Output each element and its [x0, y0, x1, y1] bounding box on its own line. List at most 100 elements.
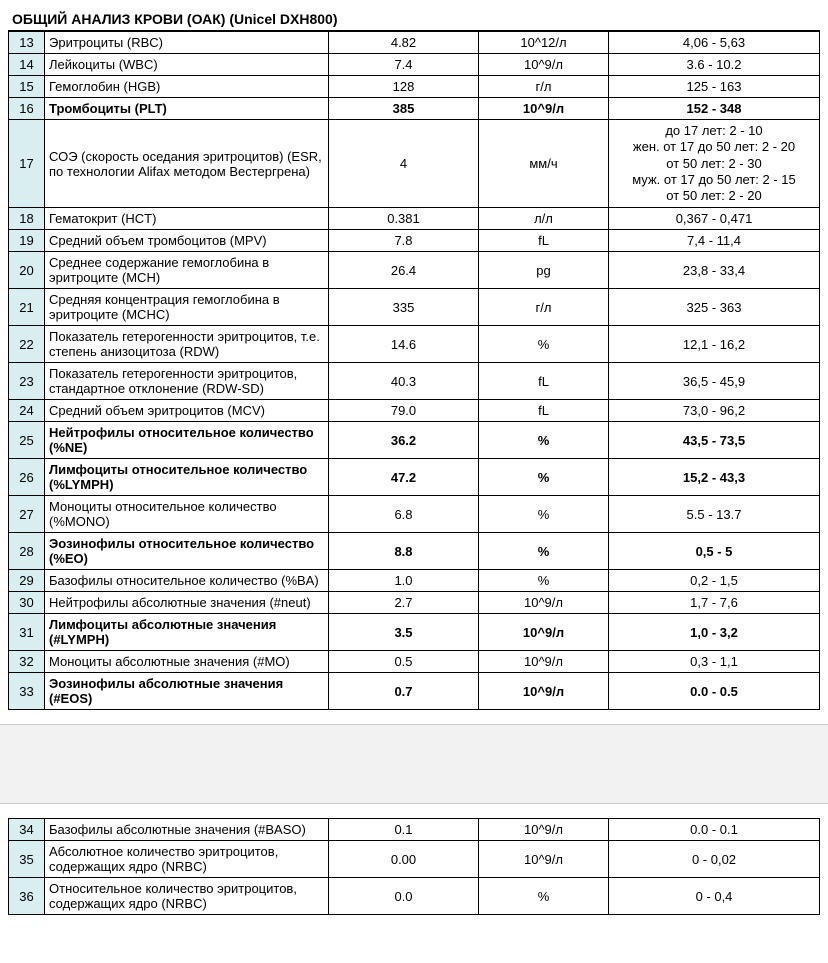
- parameter-name: Эритроциты (RBC): [45, 32, 329, 54]
- parameter-unit: fL: [479, 363, 609, 400]
- reference-range: 0,3 - 1,1: [609, 651, 820, 673]
- parameter-unit: pg: [479, 252, 609, 289]
- parameter-name: Лимфоциты относительное количество (%LYM…: [45, 459, 329, 496]
- table-row: 16Тромбоциты (PLT)38510^9/л152 - 348: [9, 98, 820, 120]
- reference-range: 325 - 363: [609, 289, 820, 326]
- row-number: 16: [9, 98, 45, 120]
- reference-range: 0,367 - 0,471: [609, 208, 820, 230]
- parameter-name: Базофилы абсолютные значения (#BASO): [45, 819, 329, 841]
- parameter-name: Гемоглобин (HGB): [45, 76, 329, 98]
- row-number: 20: [9, 252, 45, 289]
- parameter-value: 7.4: [329, 54, 479, 76]
- parameter-value: 0.1: [329, 819, 479, 841]
- parameter-unit: г/л: [479, 289, 609, 326]
- parameter-name: Показатель гетерогенности эритроцитов, т…: [45, 326, 329, 363]
- parameter-value: 385: [329, 98, 479, 120]
- table-row: 22Показатель гетерогенности эритроцитов,…: [9, 326, 820, 363]
- parameter-unit: %: [479, 533, 609, 570]
- parameter-unit: 10^9/л: [479, 841, 609, 878]
- parameter-value: 0.5: [329, 651, 479, 673]
- reference-range: 1,7 - 7,6: [609, 592, 820, 614]
- parameter-unit: 10^9/л: [479, 592, 609, 614]
- parameter-unit: 10^12/л: [479, 32, 609, 54]
- parameter-unit: %: [479, 496, 609, 533]
- row-number: 17: [9, 120, 45, 208]
- parameter-name: Относительное количество эритроцитов, со…: [45, 878, 329, 915]
- parameter-value: 1.0: [329, 570, 479, 592]
- reference-range: 12,1 - 16,2: [609, 326, 820, 363]
- parameter-value: 47.2: [329, 459, 479, 496]
- parameter-value: 7.8: [329, 230, 479, 252]
- parameter-unit: 10^9/л: [479, 819, 609, 841]
- parameter-name: Моноциты абсолютные значения (#MO): [45, 651, 329, 673]
- parameter-unit: 10^9/л: [479, 673, 609, 710]
- table-row: 36Относительное количество эритроцитов, …: [9, 878, 820, 915]
- parameter-value: 0.0: [329, 878, 479, 915]
- parameter-unit: 10^9/л: [479, 98, 609, 120]
- parameter-value: 0.00: [329, 841, 479, 878]
- parameter-name: Лейкоциты (WBC): [45, 54, 329, 76]
- row-number: 15: [9, 76, 45, 98]
- parameter-value: 128: [329, 76, 479, 98]
- parameter-name: Средняя концентрация гемоглобина в эритр…: [45, 289, 329, 326]
- parameter-unit: %: [479, 459, 609, 496]
- parameter-value: 2.7: [329, 592, 479, 614]
- parameter-unit: 10^9/л: [479, 614, 609, 651]
- reference-range: 0.0 - 0.1: [609, 819, 820, 841]
- parameter-name: Эозинофилы относительное количество (%EO…: [45, 533, 329, 570]
- parameter-name: Среднее содержание гемоглобина в эритроц…: [45, 252, 329, 289]
- table-row: 27Моноциты относительное количество (%MO…: [9, 496, 820, 533]
- reference-range: 5.5 - 13.7: [609, 496, 820, 533]
- reference-range: до 17 лет: 2 - 10 жен. от 17 до 50 лет: …: [609, 120, 820, 208]
- parameter-name: СОЭ (скорость оседания эритроцитов) (ESR…: [45, 120, 329, 208]
- parameter-unit: fL: [479, 400, 609, 422]
- parameter-unit: fL: [479, 230, 609, 252]
- parameter-unit: 10^9/л: [479, 54, 609, 76]
- parameter-value: 6.8: [329, 496, 479, 533]
- reference-range: 3.6 - 10.2: [609, 54, 820, 76]
- table-row: 15Гемоглобин (HGB)128г/л125 - 163: [9, 76, 820, 98]
- reference-range: 4,06 - 5,63: [609, 32, 820, 54]
- row-number: 13: [9, 32, 45, 54]
- table-row: 32Моноциты абсолютные значения (#MO)0.51…: [9, 651, 820, 673]
- parameter-value: 79.0: [329, 400, 479, 422]
- row-number: 35: [9, 841, 45, 878]
- row-number: 23: [9, 363, 45, 400]
- reference-range: 0,2 - 1,5: [609, 570, 820, 592]
- parameter-unit: %: [479, 326, 609, 363]
- reference-range: 73,0 - 96,2: [609, 400, 820, 422]
- results-table-main: 13Эритроциты (RBC)4.8210^12/л4,06 - 5,63…: [8, 31, 820, 710]
- reference-range: 0.0 - 0.5: [609, 673, 820, 710]
- parameter-unit: л/л: [479, 208, 609, 230]
- reference-range: 0 - 0,02: [609, 841, 820, 878]
- table-row: 18Гематокрит (HCT)0.381л/л0,367 - 0,471: [9, 208, 820, 230]
- parameter-name: Средний объем тромбоцитов (MPV): [45, 230, 329, 252]
- table-row: 13Эритроциты (RBC)4.8210^12/л4,06 - 5,63: [9, 32, 820, 54]
- row-number: 33: [9, 673, 45, 710]
- reference-range: 7,4 - 11,4: [609, 230, 820, 252]
- table-row: 21Средняя концентрация гемоглобина в эри…: [9, 289, 820, 326]
- parameter-name: Эозинофилы абсолютные значения (#EOS): [45, 673, 329, 710]
- table-row: 30Нейтрофилы абсолютные значения (#neut)…: [9, 592, 820, 614]
- table-row: 28Эозинофилы относительное количество (%…: [9, 533, 820, 570]
- parameter-value: 0.381: [329, 208, 479, 230]
- parameter-value: 4: [329, 120, 479, 208]
- reference-range: 152 - 348: [609, 98, 820, 120]
- parameter-name: Абсолютное количество эритроцитов, содер…: [45, 841, 329, 878]
- parameter-value: 3.5: [329, 614, 479, 651]
- results-table-second: 34Базофилы абсолютные значения (#BASO)0.…: [8, 818, 820, 915]
- parameter-value: 335: [329, 289, 479, 326]
- table-row: 26Лимфоциты относительное количество (%L…: [9, 459, 820, 496]
- reference-range: 43,5 - 73,5: [609, 422, 820, 459]
- parameter-name: Моноциты относительное количество (%MONO…: [45, 496, 329, 533]
- reference-range: 125 - 163: [609, 76, 820, 98]
- row-number: 30: [9, 592, 45, 614]
- row-number: 26: [9, 459, 45, 496]
- reference-range: 23,8 - 33,4: [609, 252, 820, 289]
- parameter-unit: г/л: [479, 76, 609, 98]
- row-number: 14: [9, 54, 45, 76]
- row-number: 22: [9, 326, 45, 363]
- row-number: 34: [9, 819, 45, 841]
- parameter-unit: %: [479, 878, 609, 915]
- table-row: 29Базофилы относительное количество (%BA…: [9, 570, 820, 592]
